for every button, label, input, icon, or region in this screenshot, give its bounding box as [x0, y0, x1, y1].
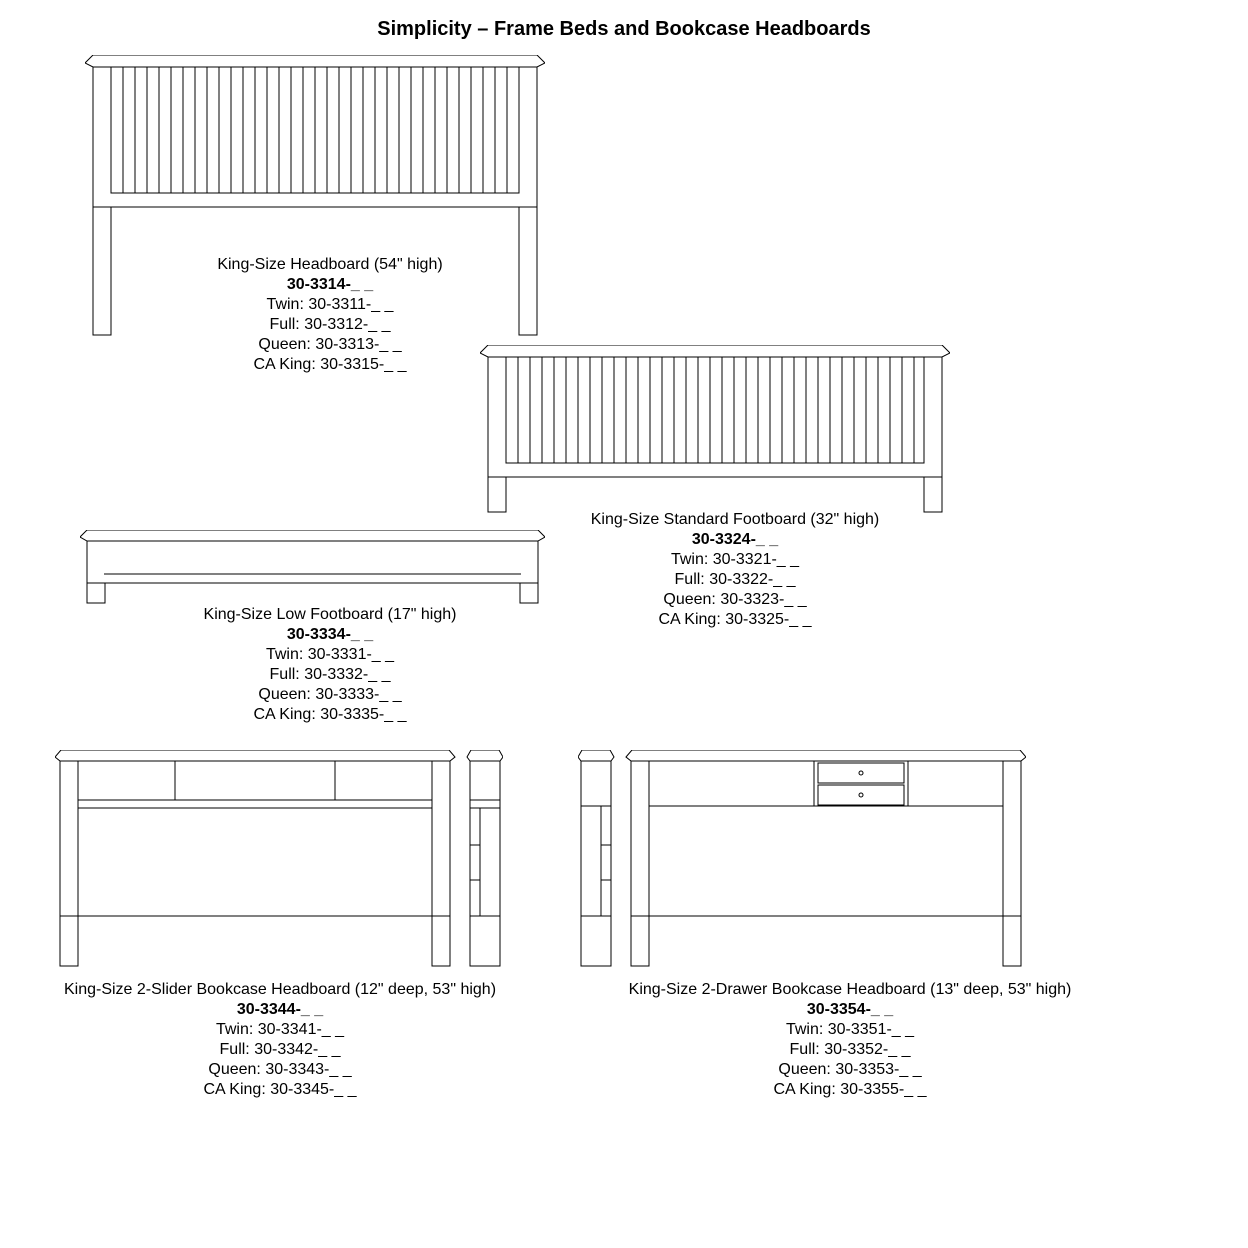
headboard-heading: King-Size Headboard (54" high)	[120, 255, 540, 275]
headboard-opt-2: Queen: 30-3313-_ _	[120, 335, 540, 355]
drawer-bookcase-opt-0: Twin: 30-3351-_ _	[610, 1020, 1090, 1040]
low-footboard-opt-3: CA King: 30-3335-_ _	[120, 705, 540, 725]
page-title: Simplicity – Frame Beds and Bookcase Hea…	[0, 18, 1248, 41]
drawer-bookcase-opt-3: CA King: 30-3355-_ _	[610, 1080, 1090, 1100]
low-footboard-sku: 30-3334-_ _	[120, 625, 540, 645]
drawer-bookcase-heading: King-Size 2-Drawer Bookcase Headboard (1…	[610, 980, 1090, 1000]
headboard-opt-3: CA King: 30-3315-_ _	[120, 355, 540, 375]
std-footboard-heading: King-Size Standard Footboard (32" high)	[545, 510, 925, 530]
headboard-opt-1: Full: 30-3312-_ _	[120, 315, 540, 335]
std-footboard-opt-3: CA King: 30-3325-_ _	[545, 610, 925, 630]
slider-bookcase-opt-3: CA King: 30-3345-_ _	[40, 1080, 520, 1100]
std-footboard-opt-1: Full: 30-3322-_ _	[545, 570, 925, 590]
drawer-bookcase-sku: 30-3354-_ _	[610, 1000, 1090, 1020]
slider-bookcase-caption: King-Size 2-Slider Bookcase Headboard (1…	[40, 980, 520, 1100]
low-footboard-opt-0: Twin: 30-3331-_ _	[120, 645, 540, 665]
low-footboard-drawing	[80, 530, 545, 605]
std-footboard-opt-2: Queen: 30-3323-_ _	[545, 590, 925, 610]
std-footboard-drawing	[480, 345, 950, 515]
low-footboard-heading: King-Size Low Footboard (17" high)	[120, 605, 540, 625]
drawer-bookcase-drawing	[578, 750, 1026, 970]
low-footboard-caption: King-Size Low Footboard (17" high) 30-33…	[120, 605, 540, 725]
headboard-caption: King-Size Headboard (54" high) 30-3314-_…	[120, 255, 540, 375]
std-footboard-opt-0: Twin: 30-3321-_ _	[545, 550, 925, 570]
drawer-bookcase-caption: King-Size 2-Drawer Bookcase Headboard (1…	[610, 980, 1090, 1100]
drawer-bookcase-opt-2: Queen: 30-3353-_ _	[610, 1060, 1090, 1080]
std-footboard-caption: King-Size Standard Footboard (32" high) …	[545, 510, 925, 630]
headboard-sku: 30-3314-_ _	[120, 275, 540, 295]
slider-bookcase-drawing	[55, 750, 503, 970]
std-footboard-sku: 30-3324-_ _	[545, 530, 925, 550]
slider-bookcase-heading: King-Size 2-Slider Bookcase Headboard (1…	[40, 980, 520, 1000]
headboard-opt-0: Twin: 30-3311-_ _	[120, 295, 540, 315]
low-footboard-opt-1: Full: 30-3332-_ _	[120, 665, 540, 685]
slider-bookcase-sku: 30-3344-_ _	[40, 1000, 520, 1020]
slider-bookcase-opt-0: Twin: 30-3341-_ _	[40, 1020, 520, 1040]
slider-bookcase-opt-1: Full: 30-3342-_ _	[40, 1040, 520, 1060]
low-footboard-opt-2: Queen: 30-3333-_ _	[120, 685, 540, 705]
drawer-bookcase-opt-1: Full: 30-3352-_ _	[610, 1040, 1090, 1060]
slider-bookcase-opt-2: Queen: 30-3343-_ _	[40, 1060, 520, 1080]
